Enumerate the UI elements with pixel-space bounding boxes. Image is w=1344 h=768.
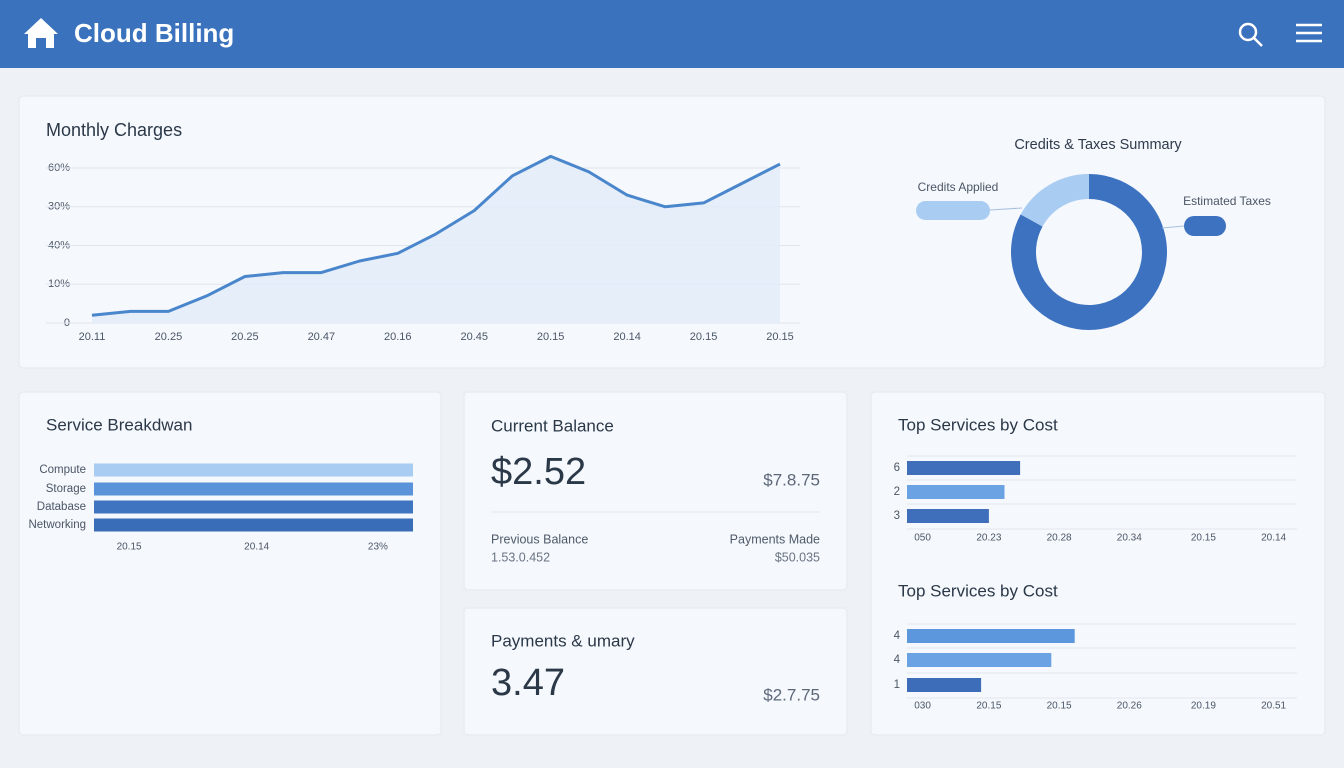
bar — [94, 500, 413, 514]
legend-leader — [1161, 225, 1185, 229]
category-label: Networking — [28, 519, 86, 531]
donut-slice — [1011, 174, 1167, 330]
legend-swatch — [1184, 216, 1226, 236]
label: Previous Balance — [491, 532, 588, 546]
x-tick-label: 20.28 — [1047, 533, 1072, 544]
x-tick-label: 20.23 — [976, 533, 1001, 544]
balance-panel — [463, 391, 848, 591]
panel-title: Current Balance — [491, 416, 614, 435]
x-tick-label: 20.51 — [1261, 701, 1286, 712]
bar — [907, 678, 982, 692]
legend-swatch — [916, 201, 990, 220]
service-panel — [18, 391, 442, 736]
menu-button[interactable] — [1296, 23, 1322, 43]
panel-title: Service Breakdwan — [46, 415, 192, 434]
bar — [907, 509, 989, 523]
bar — [94, 518, 413, 532]
x-tick-label: 20.19 — [1191, 701, 1216, 712]
x-tick-label: 20.15 — [766, 331, 794, 343]
donut-slice — [1020, 174, 1090, 227]
x-tick-label: 20.15 — [117, 542, 142, 553]
header-bar — [0, 0, 1344, 68]
top-services-panel — [870, 391, 1326, 736]
x-tick-label: 20.15 — [690, 331, 718, 343]
area-fill — [92, 156, 780, 323]
x-tick-label: 20.15 — [976, 701, 1001, 712]
legend-leader — [989, 207, 1023, 211]
payments-amount: 3.47 — [491, 662, 565, 704]
x-tick-label: 20.14 — [1261, 533, 1286, 544]
panel-title: Credits & Taxes Summary — [1014, 137, 1182, 153]
x-tick-label: 20.25 — [155, 331, 183, 343]
category-label: 2 — [894, 486, 900, 498]
x-tick-label: 20.45 — [460, 331, 488, 343]
x-tick-label: 20.14 — [613, 331, 641, 343]
x-tick-label: 20.15 — [1191, 533, 1216, 544]
bar — [907, 461, 1021, 475]
label: Payments Made — [730, 532, 820, 546]
category-label: Compute — [39, 464, 86, 476]
balance-secondary: $7.8.75 — [763, 470, 820, 489]
x-tick-label: 20.25 — [231, 331, 259, 343]
category-label: Database — [37, 501, 86, 513]
panel-title: Monthly Charges — [46, 120, 182, 140]
x-tick-label: 23% — [368, 542, 388, 553]
panel-title: Payments & umary — [491, 631, 635, 650]
value: $50.035 — [775, 550, 820, 564]
bar — [94, 463, 413, 477]
category-label: 4 — [894, 630, 901, 642]
balance-amount: $2.52 — [491, 451, 586, 493]
x-tick-label: 20.15 — [537, 331, 565, 343]
panel-title: Top Services by Cost — [898, 415, 1058, 434]
x-tick-label: 20.16 — [384, 331, 412, 343]
category-label: Storage — [46, 483, 86, 495]
home-icon — [24, 18, 58, 48]
line — [91, 154, 781, 317]
search-button[interactable] — [1238, 22, 1263, 47]
x-tick-label: 20.11 — [79, 331, 106, 343]
x-tick-label: 030 — [914, 701, 931, 712]
payments-panel — [463, 607, 848, 736]
category-label: 3 — [894, 510, 900, 522]
x-tick-label: 20.15 — [1047, 701, 1072, 712]
bar — [94, 482, 413, 496]
bar — [907, 653, 1052, 667]
x-tick-label: 20.14 — [244, 542, 269, 553]
panel-title: Top Services by Cost — [898, 581, 1058, 600]
bar — [907, 485, 1005, 499]
legend-label: Credits Applied — [918, 180, 999, 194]
value: 1.53.0.452 — [491, 550, 550, 564]
bar — [907, 629, 1075, 643]
payments-secondary: $2.7.75 — [763, 685, 820, 704]
x-tick-label: 20.26 — [1117, 701, 1142, 712]
category-label: 4 — [894, 654, 901, 666]
x-tick-label: 050 — [914, 533, 931, 544]
app-title: Cloud Billing — [74, 18, 234, 48]
category-label: 1 — [894, 679, 900, 691]
category-label: 6 — [894, 462, 900, 474]
legend-label: Estimated Taxes — [1183, 194, 1271, 208]
x-tick-label: 20.47 — [308, 331, 336, 343]
x-tick-label: 20.34 — [1117, 533, 1142, 544]
